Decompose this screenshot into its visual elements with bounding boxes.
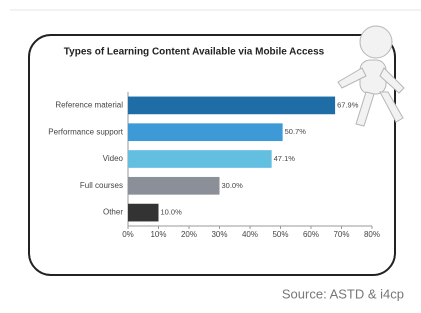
x-tick-label: 40% (242, 230, 258, 239)
y-tick-label: Full courses (80, 181, 123, 190)
x-tick-label: 60% (303, 230, 319, 239)
bar (128, 177, 220, 195)
bar (128, 97, 335, 115)
x-tick-label: 80% (364, 230, 380, 239)
y-tick-label: Video (103, 154, 124, 163)
x-tick-label: 50% (272, 230, 288, 239)
x-tick-label: 70% (333, 230, 349, 239)
x-tick-label: 10% (150, 230, 166, 239)
bar (128, 123, 283, 141)
value-label: 50.7% (285, 127, 307, 136)
bar (128, 204, 159, 222)
value-label: 10.0% (161, 208, 183, 217)
x-tick-label: 20% (181, 230, 197, 239)
page: Types of Learning Content Available via … (0, 0, 421, 313)
value-label: 67.9% (337, 100, 359, 109)
x-tick-label: 0% (122, 230, 134, 239)
value-label: 30.0% (222, 181, 244, 190)
value-label: 47.1% (274, 154, 296, 163)
chart-title: Types of Learning Content Available via … (64, 47, 325, 58)
y-tick-label: Performance support (48, 127, 123, 136)
bar (128, 150, 272, 168)
source-note: Source: ASTD & i4cp (282, 286, 404, 301)
x-tick-label: 30% (211, 230, 227, 239)
y-tick-label: Reference material (55, 101, 123, 110)
chart: Types of Learning Content Available via … (0, 0, 421, 313)
y-tick-label: Other (103, 208, 123, 217)
